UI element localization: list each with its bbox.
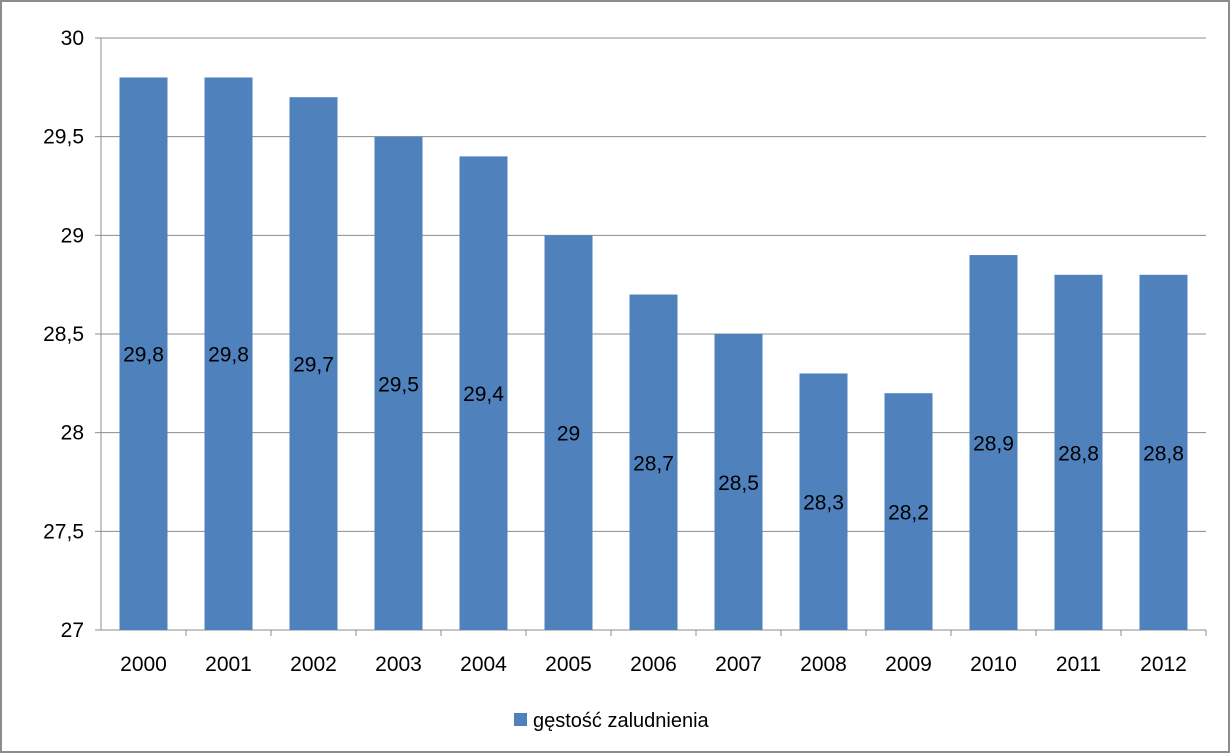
x-tick-label: 2002	[290, 653, 337, 676]
x-tick-label: 2000	[120, 653, 167, 676]
bar	[1054, 274, 1103, 630]
bar	[629, 294, 678, 630]
data-label: 28,8	[1143, 442, 1184, 465]
y-tick-label: 28,5	[43, 323, 84, 346]
y-tick-label: 30	[61, 27, 84, 50]
x-tick-label: 2011	[1056, 653, 1101, 676]
x-tick-label: 2010	[970, 653, 1017, 676]
data-label: 28,2	[888, 502, 929, 525]
data-label: 29,8	[123, 344, 164, 367]
data-label: 29	[557, 423, 580, 446]
legend-swatch	[514, 713, 527, 726]
x-tick-label: 2007	[715, 653, 762, 676]
x-tick-label: 2009	[885, 653, 932, 676]
bar	[969, 255, 1018, 631]
bars	[119, 77, 1188, 631]
y-tick-label: 28	[61, 422, 84, 445]
data-label: 28,7	[633, 452, 674, 475]
data-label: 28,8	[1058, 442, 1099, 465]
bar	[799, 373, 848, 630]
data-label: 29,4	[463, 383, 504, 406]
bar	[544, 235, 593, 631]
x-tick-label: 2012	[1140, 653, 1187, 676]
bar	[119, 77, 168, 630]
x-tick-label: 2003	[375, 653, 422, 676]
y-tick-label: 29	[61, 224, 84, 247]
y-tick-labels: 27 27,5 28 28,5 29 29,5 30	[43, 27, 84, 642]
x-tick-label: 2008	[800, 653, 847, 676]
bar	[459, 156, 508, 630]
data-label: 28,5	[718, 472, 759, 495]
bar	[204, 77, 253, 630]
bar	[714, 334, 763, 630]
y-tick-label: 27	[61, 619, 84, 642]
data-label: 29,7	[293, 354, 334, 377]
bar	[1139, 274, 1188, 630]
x-tick-label: 2006	[630, 653, 677, 676]
x-tick-label: 2004	[460, 653, 507, 676]
bar	[289, 97, 338, 630]
data-label: 28,9	[973, 433, 1014, 456]
bar	[884, 393, 933, 630]
data-label: 28,3	[803, 492, 844, 515]
bar	[374, 136, 423, 630]
data-label: 29,5	[378, 373, 419, 396]
legend-label: gęstość zaludnienia	[533, 710, 710, 732]
x-tick-labels: 2000 2001 2002 2003 2004 2005 2006 2007 2008 2009…	[120, 653, 1187, 676]
data-label: 29,8	[208, 344, 249, 367]
y-tick-label: 27,5	[43, 520, 84, 543]
y-tick-label: 29,5	[43, 126, 84, 149]
data-labels: 29,8 29,8 29,7 29,5 29,4 29 28,7 28,5 28,3 28,2 28…	[123, 344, 1184, 525]
x-tick-label: 2005	[545, 653, 592, 676]
legend: gęstość zaludnienia	[514, 710, 710, 732]
x-tick-label: 2001	[205, 653, 252, 676]
